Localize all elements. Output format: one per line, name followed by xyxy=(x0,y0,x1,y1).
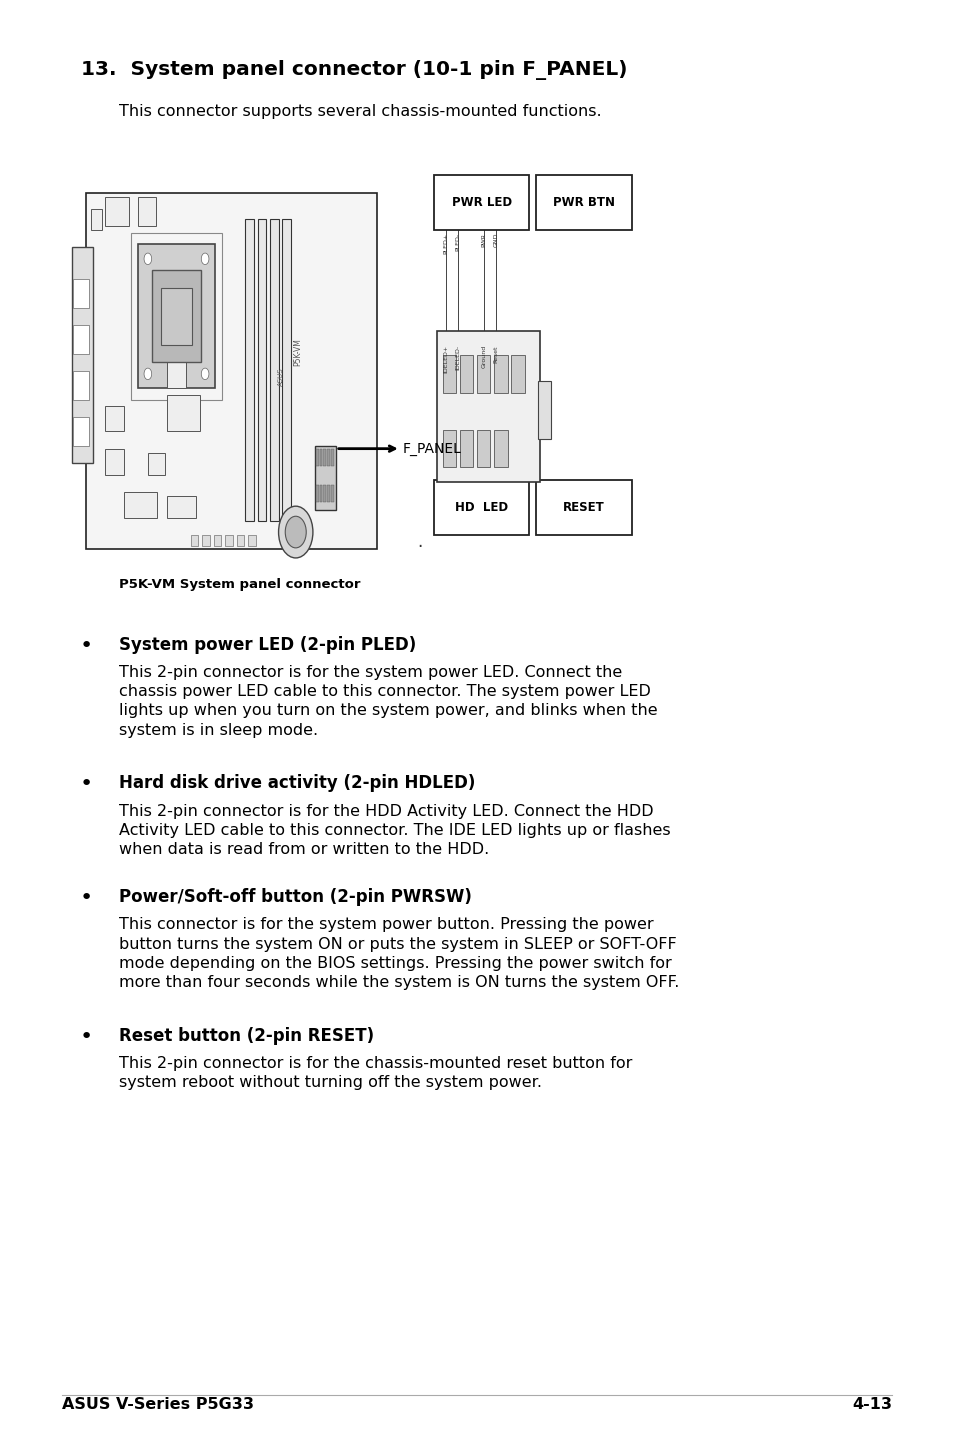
Text: .: . xyxy=(416,533,422,551)
Text: This connector supports several chassis-mounted functions.: This connector supports several chassis-… xyxy=(119,104,601,118)
Bar xyxy=(315,485,318,502)
Bar xyxy=(105,449,124,475)
Text: •: • xyxy=(79,887,92,907)
Text: This 2-pin connector is for the system power LED. Connect the
chassis power LED : This 2-pin connector is for the system p… xyxy=(119,664,658,738)
Circle shape xyxy=(201,253,209,265)
Bar xyxy=(537,381,551,439)
Circle shape xyxy=(201,368,209,380)
Bar xyxy=(73,279,89,308)
Bar xyxy=(167,362,186,388)
Text: •: • xyxy=(79,636,92,656)
Text: IDELED-: IDELED- xyxy=(455,345,460,370)
Bar xyxy=(191,535,198,546)
Bar xyxy=(202,535,210,546)
Bar xyxy=(71,247,92,463)
Circle shape xyxy=(144,253,152,265)
Circle shape xyxy=(144,368,152,380)
Bar xyxy=(148,453,165,475)
Text: Power/Soft-off button (2-pin PWRSW): Power/Soft-off button (2-pin PWRSW) xyxy=(119,887,472,906)
Bar xyxy=(270,219,278,521)
Text: 4-13: 4-13 xyxy=(851,1398,891,1412)
Bar xyxy=(434,175,529,230)
Bar xyxy=(476,355,490,393)
Bar xyxy=(236,535,244,546)
Bar xyxy=(152,270,201,362)
Text: Reset button (2-pin RESET): Reset button (2-pin RESET) xyxy=(119,1027,374,1045)
Text: PLED+: PLED+ xyxy=(442,233,448,255)
Text: PWR BTN: PWR BTN xyxy=(553,196,614,210)
Text: IDELED+: IDELED+ xyxy=(442,345,448,374)
Bar xyxy=(131,233,222,400)
Bar xyxy=(327,485,330,502)
Bar xyxy=(442,355,456,393)
Bar xyxy=(327,449,330,466)
Text: P5K-VM System panel connector: P5K-VM System panel connector xyxy=(119,578,360,591)
Bar xyxy=(138,197,155,226)
Bar xyxy=(331,485,334,502)
Bar xyxy=(442,430,456,467)
Bar xyxy=(73,371,89,400)
Bar xyxy=(257,219,266,521)
Text: HD  LED: HD LED xyxy=(455,500,508,515)
Text: F_PANEL: F_PANEL xyxy=(402,441,461,456)
Text: •: • xyxy=(79,774,92,794)
Bar xyxy=(436,331,539,482)
Bar xyxy=(167,496,195,518)
Bar xyxy=(476,430,490,467)
Bar xyxy=(331,449,334,466)
Text: ASUS: ASUS xyxy=(278,368,284,385)
Bar xyxy=(459,355,473,393)
Text: This connector is for the system power button. Pressing the power
button turns t: This connector is for the system power b… xyxy=(119,917,679,989)
Bar xyxy=(459,430,473,467)
Bar xyxy=(124,492,157,518)
Text: PWR LED: PWR LED xyxy=(451,196,512,210)
Text: PWR: PWR xyxy=(480,233,486,247)
Bar xyxy=(323,485,326,502)
Bar xyxy=(494,430,507,467)
Bar xyxy=(245,219,253,521)
Bar xyxy=(105,406,124,431)
Text: ASUS V-Series P5G33: ASUS V-Series P5G33 xyxy=(62,1398,253,1412)
Text: GND: GND xyxy=(493,233,498,247)
Bar xyxy=(161,288,192,345)
Bar xyxy=(314,446,335,510)
Bar xyxy=(248,535,255,546)
Bar xyxy=(536,480,631,535)
Text: This 2-pin connector is for the HDD Activity LED. Connect the HDD
Activity LED c: This 2-pin connector is for the HDD Acti… xyxy=(119,804,670,857)
Bar xyxy=(138,244,214,388)
Bar xyxy=(315,449,318,466)
Circle shape xyxy=(285,516,306,548)
Bar xyxy=(213,535,221,546)
Text: •: • xyxy=(79,1027,92,1047)
Bar xyxy=(511,355,524,393)
Bar xyxy=(323,449,326,466)
Text: Reset: Reset xyxy=(493,345,498,362)
Text: PLED-: PLED- xyxy=(455,233,460,252)
Text: RESET: RESET xyxy=(562,500,604,515)
Bar xyxy=(282,219,291,521)
Text: Ground: Ground xyxy=(480,345,486,368)
Text: 13.  System panel connector (10-1 pin F_PANEL): 13. System panel connector (10-1 pin F_P… xyxy=(81,60,627,81)
Bar xyxy=(319,449,322,466)
Circle shape xyxy=(278,506,313,558)
Text: P5K-VM: P5K-VM xyxy=(293,338,302,367)
Bar xyxy=(434,480,529,535)
Text: Hard disk drive activity (2-pin HDLED): Hard disk drive activity (2-pin HDLED) xyxy=(119,774,476,792)
Bar xyxy=(91,209,102,230)
Text: This 2-pin connector is for the chassis-mounted reset button for
system reboot w: This 2-pin connector is for the chassis-… xyxy=(119,1055,632,1090)
Bar xyxy=(86,193,376,549)
Text: System power LED (2-pin PLED): System power LED (2-pin PLED) xyxy=(119,636,416,654)
Bar xyxy=(105,197,129,226)
Bar xyxy=(319,485,322,502)
Bar xyxy=(225,535,233,546)
Bar xyxy=(167,395,200,431)
Bar xyxy=(536,175,631,230)
Bar xyxy=(73,325,89,354)
Bar xyxy=(73,417,89,446)
Bar xyxy=(494,355,507,393)
